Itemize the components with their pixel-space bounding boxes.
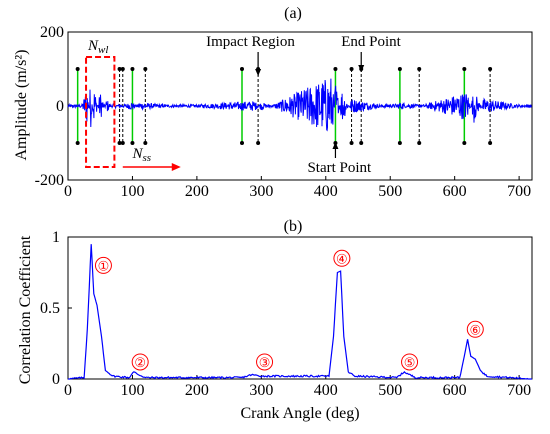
peak-label: ③ <box>259 355 271 370</box>
peak-label: ① <box>98 258 110 273</box>
panel-a-y-ticks: 200 0 -200 <box>35 24 72 189</box>
peak-label: ② <box>134 355 146 370</box>
panel-b-x-axis-label: Crank Angle (deg) <box>240 405 359 422</box>
marker-dot <box>120 67 125 71</box>
panel-a-y-axis-label: Amplitude (m/s²) <box>13 49 30 160</box>
peak-label-circle <box>466 320 484 338</box>
x-tick-label: 200 <box>185 382 209 399</box>
marker-dot <box>143 67 148 71</box>
y-tick-label: 1 <box>52 229 60 246</box>
marker-dot <box>333 67 338 71</box>
y-tick-label: -200 <box>35 172 64 189</box>
marker-dot <box>488 141 493 145</box>
panel-b-y-ticks: 10.50 <box>40 229 72 388</box>
x-tick-label: 700 <box>507 183 531 200</box>
step-arrow-head <box>171 163 181 171</box>
marker-dot <box>397 67 402 71</box>
panel-b-x-ticks: 0 100 200 300 400 500 600 700 <box>64 375 531 399</box>
marker-dot <box>349 67 354 71</box>
peak-label: ⑥ <box>469 322 481 337</box>
marker-dot <box>462 67 467 71</box>
marker-dot <box>75 67 80 71</box>
peak-label: ④ <box>336 251 348 266</box>
x-tick-label: 0 <box>64 183 72 200</box>
window-length-label: Nwl <box>87 38 108 56</box>
marker-dot <box>117 67 122 71</box>
marker-dot <box>240 141 244 145</box>
x-tick-label: 300 <box>249 382 273 399</box>
panel-a-annotations: Nwl Nss Impact Region End Point Start Point <box>85 34 402 176</box>
x-tick-label: 300 <box>249 183 273 200</box>
peak-label: ⑤ <box>404 355 416 370</box>
annotation-arrow-head <box>332 142 339 149</box>
y-tick-label: 200 <box>40 24 64 41</box>
panel-b-peak-labels: ① ② ③ ④ ⑤ ⑥ <box>94 249 484 371</box>
x-tick-label: 500 <box>378 382 402 399</box>
peak-label-circle <box>131 353 149 371</box>
x-tick-label: 0 <box>64 382 72 399</box>
marker-dot <box>130 141 135 145</box>
window-box <box>85 56 116 168</box>
annotation-start-point: Start Point <box>307 160 372 176</box>
marker-dot <box>120 141 125 145</box>
x-tick-label: 400 <box>314 183 338 200</box>
marker-dot <box>75 141 80 145</box>
marker-dot <box>488 67 493 71</box>
annotation-end-point: End Point <box>341 34 401 50</box>
y-tick-label: 0 <box>56 98 64 115</box>
marker-dot <box>397 141 402 145</box>
marker-dot <box>417 141 422 145</box>
x-tick-label: 100 <box>120 382 144 399</box>
y-tick-label: 0.5 <box>40 300 60 317</box>
marker-dot <box>240 67 244 71</box>
x-tick-label: 600 <box>443 382 467 399</box>
peak-label-circle <box>333 249 351 267</box>
annotation-arrow-head <box>255 69 262 76</box>
marker-dot <box>117 141 122 145</box>
marker-dot <box>143 141 148 145</box>
x-tick-label: 600 <box>443 183 467 200</box>
panel-a-signal-line <box>67 78 532 132</box>
y-tick-label: 0 <box>52 371 60 388</box>
panel-a: (a) Amplitude (m/s²) 0 100 200 300 400 500 600… <box>13 5 533 200</box>
panel-b-y-axis-label: Correlation Coefficient <box>17 235 34 384</box>
peak-label-circle <box>401 353 419 371</box>
panel-b: (b) Correlation Coefficient Crank Angle … <box>17 218 533 422</box>
annotation-arrow-head <box>358 65 365 72</box>
x-tick-label: 700 <box>507 382 531 399</box>
x-tick-label: 100 <box>120 183 144 200</box>
panel-b-label: (b) <box>284 218 303 235</box>
marker-dot <box>349 141 354 145</box>
x-tick-label: 400 <box>314 382 338 399</box>
marker-dot <box>359 141 364 145</box>
step-size-label: Nss <box>131 146 151 164</box>
x-tick-label: 200 <box>185 183 209 200</box>
annotation-impact-region: Impact Region <box>206 34 295 50</box>
marker-dot <box>417 67 422 71</box>
marker-dot <box>256 141 261 145</box>
panel-a-label: (a) <box>284 5 302 22</box>
panel-b-correlation-line <box>68 244 532 380</box>
peak-label-circle <box>94 256 112 274</box>
panel-a-x-ticks: 0 100 200 300 400 500 600 700 <box>64 176 531 200</box>
x-tick-label: 500 <box>378 183 402 200</box>
marker-dot <box>462 141 467 145</box>
peak-label-circle <box>256 353 274 371</box>
marker-dot <box>130 67 135 71</box>
